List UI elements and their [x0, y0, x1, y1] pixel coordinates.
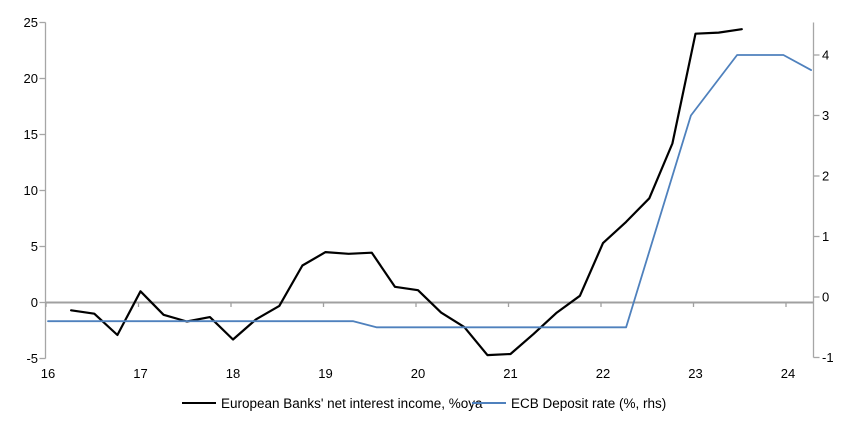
- x-axis-tick-label: 19: [318, 366, 332, 381]
- legend-label-net-interest-income: European Banks' net interest income, %oy…: [221, 395, 483, 411]
- legend-item-net-interest-income: European Banks' net interest income, %oy…: [182, 394, 482, 412]
- right-axis-tick-label: -1: [822, 350, 834, 365]
- legend-line-swatch-black: [182, 402, 216, 404]
- x-axis-tick-label: 16: [41, 366, 55, 381]
- x-axis-tick-label: 24: [781, 366, 795, 381]
- right-axis-tick-label: 0: [822, 290, 829, 305]
- chart-legend: European Banks' net interest income, %oy…: [0, 394, 852, 414]
- left-axis-tick-label: 25: [24, 15, 38, 30]
- legend-line-swatch-blue: [472, 402, 506, 404]
- x-axis-tick-label: 23: [688, 366, 702, 381]
- left-axis-tick-label: 20: [24, 71, 38, 86]
- left-axis-tick-label: 15: [24, 127, 38, 142]
- x-axis-tick-label: 20: [411, 366, 425, 381]
- x-axis-tick-label: 21: [503, 366, 517, 381]
- left-axis-tick-label: 10: [24, 183, 38, 198]
- legend-label-ecb-deposit-rate: ECB Deposit rate (%, rhs): [511, 395, 667, 411]
- right-axis-tick-label: 3: [822, 108, 829, 123]
- legend-item-ecb-deposit-rate: ECB Deposit rate (%, rhs): [472, 394, 666, 412]
- x-axis-tick-label: 22: [596, 366, 610, 381]
- series-line-ecb-deposit-rate: [47, 54, 812, 329]
- x-axis-tick-label: 17: [133, 366, 147, 381]
- right-axis-tick-label: 1: [822, 229, 829, 244]
- left-axis-tick-label: 5: [31, 239, 38, 254]
- right-axis-tick-label: 2: [822, 169, 829, 184]
- series-layer: [47, 28, 812, 357]
- left-axis-tick-label: -5: [26, 351, 38, 366]
- right-axis-tick-label: 4: [822, 48, 829, 63]
- series-line-net-interest-income: [69, 28, 743, 357]
- x-axis-tick-label: 18: [226, 366, 240, 381]
- left-axis-tick-label: 0: [31, 295, 38, 310]
